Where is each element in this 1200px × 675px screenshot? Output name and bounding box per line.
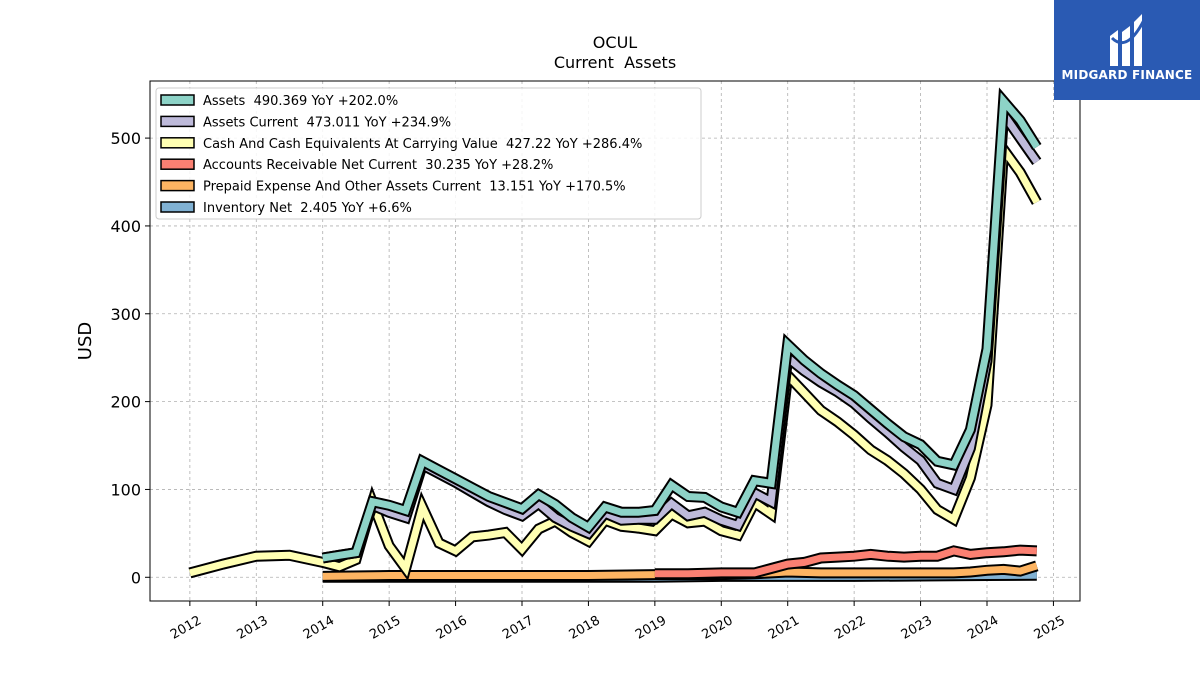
- x-tick-label: 2020: [699, 613, 735, 643]
- x-tick-label: 2015: [367, 613, 403, 643]
- plot-frame: [149, 80, 1081, 602]
- x-axis: 2012 2013 2014 2015 2016 2017 2018 2019 2020 2021…: [168, 601, 1068, 643]
- legend-label: Accounts Receivable Net Current 30.235 Y…: [203, 158, 553, 173]
- legend-label: Inventory Net 2.405 YoY +6.6%: [203, 201, 412, 216]
- series-line: [322, 562, 1038, 580]
- x-tick-label: 2016: [434, 613, 470, 643]
- x-tick-label: 2018: [567, 613, 603, 643]
- y-tick-label: 100: [110, 480, 141, 499]
- legend-swatch: [160, 115, 195, 128]
- y-tick-label: 200: [110, 393, 141, 412]
- legend-swatch: [160, 158, 195, 170]
- series-0: [321, 87, 1042, 564]
- brand-logo: MIDGARD FINANCE: [1054, 0, 1200, 100]
- legend-swatch: [160, 201, 195, 213]
- series-line: [654, 546, 1037, 578]
- x-tick-label: 2017: [500, 613, 536, 643]
- y-tick-label: 400: [110, 217, 141, 236]
- x-tick-label: 2022: [832, 613, 868, 643]
- chart-subtitle: Current Assets: [554, 53, 676, 72]
- x-tick-label: 2013: [234, 613, 270, 643]
- legend-label: Cash And Cash Equivalents At Carrying Va…: [203, 137, 642, 152]
- series-4: [322, 560, 1039, 582]
- series-line: [322, 92, 1040, 562]
- chart-title: OCUL: [593, 33, 637, 52]
- legend-swatch: [160, 94, 195, 106]
- y-tick-label: 0: [131, 568, 141, 587]
- y-tick-label: 300: [110, 305, 141, 324]
- y-axis: 0 100 200 300 400 500: [110, 129, 150, 587]
- x-tick-label: 2023: [899, 613, 935, 643]
- legend-label: Assets 490.369 YoY +202.0%: [203, 94, 398, 109]
- y-tick-label: 500: [110, 129, 141, 148]
- brand-name: MIDGARD FINANCE: [1061, 68, 1193, 82]
- legend: Assets 490.369 YoY +202.0% Assets Current…: [155, 87, 702, 220]
- x-tick-label: 2019: [633, 613, 669, 643]
- legend-label: Assets Current 473.011 YoY +234.9%: [203, 115, 451, 130]
- x-tick-label: 2012: [168, 613, 204, 643]
- series-3: [654, 544, 1038, 580]
- legend-swatch: [160, 137, 195, 149]
- legend-swatch: [160, 179, 195, 192]
- series-line: [189, 139, 1040, 577]
- legend-label: Prepaid Expense And Other Assets Current…: [203, 180, 626, 195]
- x-tick-label: 2021: [766, 613, 802, 643]
- brand-mark-icon: [1110, 14, 1146, 66]
- y-axis-label: USD: [75, 322, 96, 360]
- series-layer: [188, 87, 1042, 583]
- x-tick-label: 2024: [965, 613, 1001, 643]
- x-tick-label: 2025: [1032, 613, 1068, 643]
- series-2: [188, 133, 1042, 582]
- legend-box: [155, 87, 702, 220]
- x-tick-label: 2014: [301, 613, 337, 643]
